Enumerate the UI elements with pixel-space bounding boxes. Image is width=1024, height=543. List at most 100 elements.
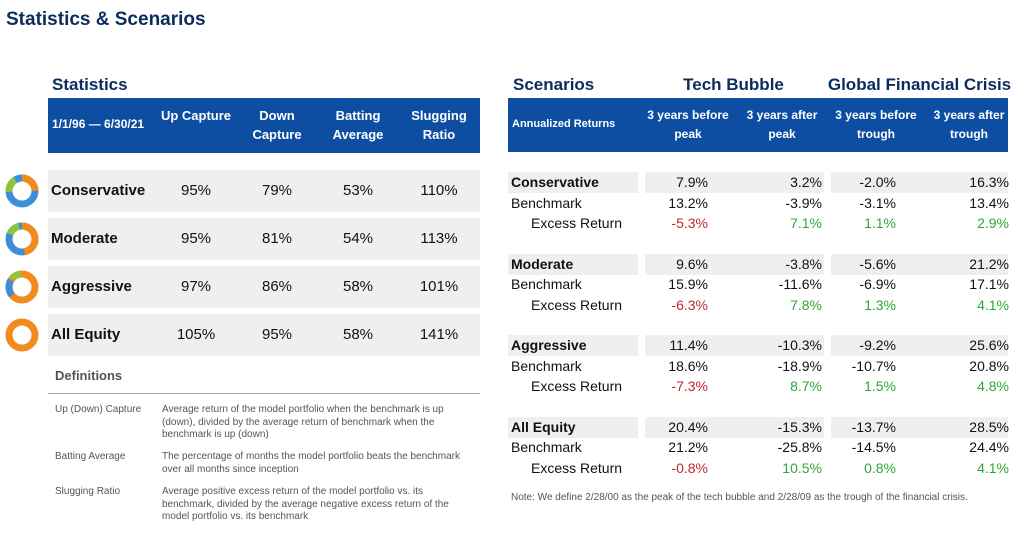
cell: -9.2% — [859, 337, 896, 353]
column-header: Batting Average — [332, 108, 384, 142]
cell: -25.8% — [777, 439, 822, 455]
header-label: Annualized Returns — [512, 118, 616, 130]
period: 1/1/96 — 6/30/21 — [52, 117, 145, 131]
cell: -3.9% — [785, 194, 822, 211]
row-label: Excess Return — [531, 296, 623, 313]
definitions-heading: Definitions — [55, 368, 123, 383]
row-band — [48, 170, 480, 212]
cell: 9.6% — [676, 255, 708, 272]
note: Note: We define 2/28/00 as the peak of t… — [511, 492, 968, 503]
cell: 95% — [261, 326, 293, 343]
column-header: Slugging Ratio — [411, 108, 467, 142]
row-band — [48, 218, 480, 260]
cell: 2.9% — [977, 215, 1009, 231]
header-bar — [508, 98, 1008, 152]
cell: 58% — [342, 326, 374, 343]
cell: 17.1% — [969, 276, 1009, 292]
row-band — [508, 172, 638, 193]
row-label: Excess Return — [531, 378, 623, 394]
row-band — [645, 416, 824, 438]
cell: 16.3% — [969, 174, 1009, 190]
column-header: 3 years after trough — [933, 108, 1005, 141]
row-band — [831, 416, 1008, 438]
definition: The percentage of months the model portf… — [162, 451, 460, 475]
cell: 20.8% — [969, 357, 1009, 374]
cell: 4.8% — [977, 378, 1009, 394]
row-band — [508, 335, 638, 356]
cell: 28.5% — [969, 418, 1009, 435]
cell: -6.9% — [859, 276, 896, 292]
cell: 1.1% — [864, 215, 896, 231]
term: Up (Down) Capture — [55, 404, 142, 415]
row-label: Moderate — [511, 255, 574, 272]
row-name: All Equity — [51, 326, 121, 343]
cell: -13.7% — [851, 418, 896, 435]
cell: 7.8% — [790, 296, 822, 313]
cell: 10.5% — [782, 459, 822, 476]
row-name: Moderate — [51, 230, 118, 247]
cell: -6.3% — [671, 296, 708, 313]
column-header: 3 years after peak — [746, 108, 818, 141]
cell: 7.1% — [790, 215, 822, 231]
cell: 13.4% — [969, 194, 1009, 211]
cell: 113% — [420, 230, 458, 247]
cell: 21.2% — [668, 439, 708, 455]
cell: 101% — [419, 278, 459, 295]
row-band — [645, 335, 824, 356]
cell: 8.7% — [790, 378, 822, 394]
cell: 24.4% — [969, 439, 1009, 455]
section-heading: Statistics — [52, 75, 128, 94]
term: Slugging Ratio — [55, 486, 121, 497]
cell: 4.1% — [977, 459, 1009, 476]
column-header: Up Capture — [160, 108, 232, 123]
column-header: 3 years before trough — [835, 108, 917, 141]
cell: -0.8% — [671, 459, 708, 476]
column-header: 3 years before peak — [647, 108, 729, 141]
cell: 0.8% — [864, 459, 896, 476]
row-band — [645, 172, 824, 193]
cell: -18.9% — [777, 357, 822, 374]
row-label: Benchmark — [511, 276, 582, 292]
header-bar — [48, 98, 480, 153]
row-label: Benchmark — [511, 439, 582, 455]
cell: -7.3% — [671, 378, 708, 394]
group-heading: Tech Bubble — [683, 75, 784, 94]
cell: 21.2% — [969, 255, 1009, 272]
cell: -10.7% — [851, 357, 896, 374]
donut-icons — [5, 174, 39, 352]
row-band — [831, 335, 1008, 356]
cell: 20.4% — [668, 418, 708, 435]
cell: 79% — [261, 182, 293, 199]
icons — [5, 174, 39, 352]
row-label: Benchmark — [511, 194, 582, 211]
cell: 105% — [176, 326, 216, 343]
cell: -5.3% — [671, 215, 708, 231]
cell: 110% — [420, 182, 458, 199]
cell: 53% — [342, 182, 374, 199]
cell: 3.2% — [790, 174, 822, 190]
cell: 1.3% — [864, 296, 896, 313]
cell: 86% — [261, 278, 293, 295]
term: Batting Average — [55, 451, 126, 462]
row-label: Aggressive — [511, 337, 587, 353]
cell: 95% — [180, 230, 212, 247]
group-heading: Global Financial Crisis — [827, 75, 1012, 94]
rule — [48, 393, 480, 394]
cell: 58% — [342, 278, 374, 295]
row-band — [831, 253, 1008, 275]
cell: -3.8% — [785, 255, 822, 272]
cell: 81% — [261, 230, 293, 247]
row-label: Conservative — [511, 174, 599, 190]
cell: 11.4% — [669, 337, 708, 353]
cell: -14.5% — [851, 439, 896, 455]
cell: -3.1% — [859, 194, 896, 211]
cell: -11.6% — [778, 276, 822, 292]
row-label: Excess Return — [531, 215, 623, 231]
cell: 97% — [180, 278, 212, 295]
cell: 4.1% — [977, 296, 1009, 313]
row-name: Aggressive — [51, 278, 132, 295]
cell: 141% — [419, 326, 459, 343]
row-band — [508, 416, 638, 438]
cell: 54% — [342, 230, 374, 247]
